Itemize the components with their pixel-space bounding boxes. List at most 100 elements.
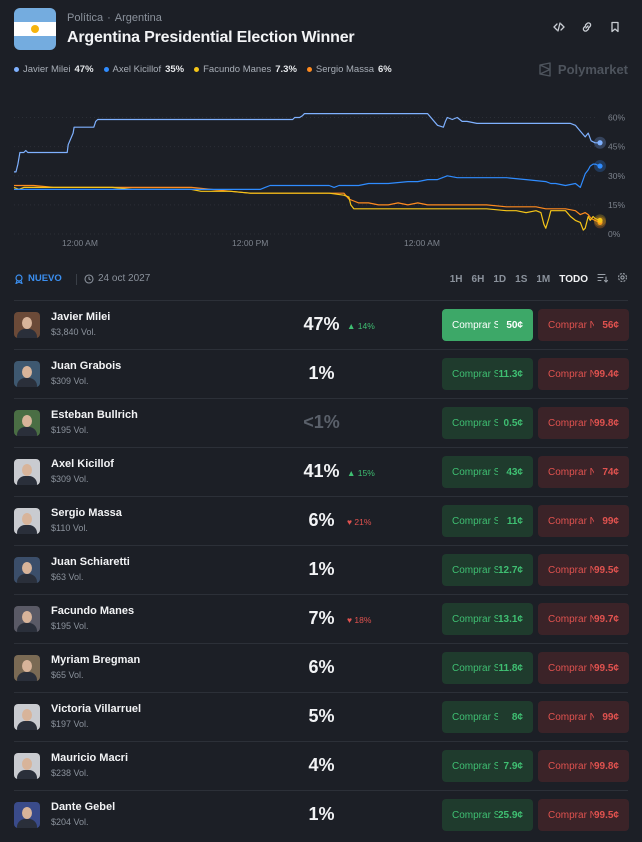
range-1h[interactable]: 1H [449, 273, 463, 285]
buy-yes-button[interactable]: Comprar Sí25.9¢ [442, 799, 533, 831]
y-tick-label: 60% [608, 113, 625, 123]
legend-name: Sergio Massa [315, 64, 374, 75]
buy-no-price: 99.7¢ [593, 613, 619, 625]
candidate-name[interactable]: Dante Gebel [51, 801, 116, 813]
buy-yes-button[interactable]: Comprar Sí 0.5¢ [442, 407, 533, 439]
buy-no-button[interactable]: Comprar No99.8¢ [538, 750, 629, 782]
change-badge: ▲ 14% [347, 321, 375, 331]
volume: $195 Vol. [51, 425, 89, 435]
volume: $195 Vol. [51, 621, 89, 631]
outcome-row-sergio-massa[interactable]: Sergio Massa $110 Vol. 6% ♥ 21% Comprar Sí 11… [14, 496, 629, 545]
buy-no-button[interactable]: Comprar No 99¢ [538, 505, 629, 537]
avatar [14, 704, 40, 730]
buy-yes-button[interactable]: Comprar Sí 8¢ [442, 701, 533, 733]
buy-yes-button[interactable]: Comprar Sí11.8¢ [442, 652, 533, 684]
buy-yes-button[interactable]: Comprar Sí11.3¢ [442, 358, 533, 390]
buy-yes-button[interactable]: Comprar Sí 50¢ [442, 309, 533, 341]
buy-yes-label: Comprar Sí [452, 319, 498, 331]
outcome-row-axel-kicillof[interactable]: Axel Kicillof $309 Vol. 41% ▲ 15% Comprar Sí… [14, 447, 629, 496]
range-todo[interactable]: TODO [559, 273, 588, 285]
range-6h[interactable]: 6H [471, 273, 485, 285]
buy-no-label: Comprar No [548, 319, 594, 331]
range-1d[interactable]: 1D [493, 273, 507, 285]
argentina-flag-icon [14, 8, 56, 50]
legend-pct: 6% [378, 64, 392, 75]
outcome-row-javier-milei[interactable]: Javier Milei $3,840 Vol. 47% ▲ 14% Comprar S… [14, 300, 629, 349]
avatar [14, 606, 40, 632]
outcome-row-victoria-villarruel[interactable]: Victoria Villarruel $197 Vol. 5% Comprar Sí… [14, 692, 629, 741]
buy-no-button[interactable]: Comprar No 99¢ [538, 701, 629, 733]
gear-icon[interactable] [617, 272, 628, 286]
outcome-row-myriam-bregman[interactable]: Myriam Bregman$65 Vol.6%Comprar Sí11.8¢C… [14, 643, 629, 692]
buy-yes-label: Comprar Sí [452, 564, 498, 576]
polymarket-logo: Polymarket [538, 62, 628, 77]
candidate-name[interactable]: Esteban Bullrich [51, 409, 138, 421]
candidate-name[interactable]: Juan Schiaretti [51, 556, 130, 568]
volume: $110 Vol. [51, 523, 88, 533]
avatar [14, 655, 40, 681]
probability: 47% [303, 314, 340, 334]
candidate-name[interactable]: Axel Kicillof [51, 458, 114, 470]
buy-yes-button[interactable]: Comprar Sí 43¢ [442, 456, 533, 488]
outcome-row-facundo-manes[interactable]: Facundo Manes $195 Vol. 7% ♥ 18% Comprar Sí1… [14, 594, 629, 643]
code-icon[interactable] [552, 20, 566, 34]
bookmark-icon[interactable] [608, 20, 622, 34]
avatar [14, 410, 40, 436]
buy-no-button[interactable]: Comprar No 56¢ [538, 309, 629, 341]
buy-yes-price: 43¢ [506, 466, 523, 478]
candidate-name[interactable]: Mauricio Macri [51, 752, 129, 764]
buy-yes-button[interactable]: Comprar Sí12.7¢ [442, 554, 533, 586]
outcome-row-mauricio-macri[interactable]: Mauricio Macri$238 Vol.4%Comprar Sí7.9¢C… [14, 741, 629, 790]
x-tick-label: 12:00 PM [232, 238, 268, 248]
candidate-name[interactable]: Juan Grabois [51, 360, 122, 372]
x-tick-label: 12:00 AM [62, 238, 98, 248]
buy-yes-button[interactable]: Comprar Sí 11¢ [442, 505, 533, 537]
breadcrumb-category[interactable]: Política [67, 12, 104, 24]
buy-yes-button[interactable]: Comprar Sí 7.9¢ [442, 750, 533, 782]
outcome-row-juan-schiaretti[interactable]: Juan Schiaretti $63 Vol. 1% Comprar Sí12.7¢… [14, 545, 629, 594]
buy-no-button[interactable]: Comprar No99.5¢ [538, 799, 629, 831]
buy-no-label: Comprar No [548, 564, 594, 576]
outcome-row-juan-grabois[interactable]: Juan Grabois$309 Vol.1%Comprar Sí11.3¢Co… [14, 349, 629, 398]
new-badge: NUEVO [14, 273, 62, 284]
candidate-name[interactable]: Myriam Bregman [51, 654, 141, 666]
series-endpoint-axel-kicillof [597, 163, 603, 169]
buy-no-button[interactable]: Comprar No99.5¢ [538, 652, 629, 684]
link-icon[interactable] [580, 20, 594, 34]
buy-yes-button[interactable]: Comprar Sí13.1¢ [442, 603, 533, 635]
outcome-row-dante-gebel[interactable]: Dante Gebel$204 Vol.1%Comprar Sí25.9¢Com… [14, 790, 629, 839]
y-tick-label: 45% [608, 142, 625, 152]
series-line-axel-kicillof [14, 163, 601, 191]
buy-no-price: 99¢ [602, 711, 619, 723]
candidate-name[interactable]: Javier Milei [51, 311, 111, 323]
series-line-facundo-manes [13, 186, 601, 231]
legend-pct: 47% [74, 64, 94, 75]
probability: <1% [303, 412, 340, 432]
change-badge: ♥ 21% [347, 517, 372, 527]
buy-no-label: Comprar No [548, 368, 594, 380]
buy-no-label: Comprar No [548, 809, 594, 821]
buy-no-price: 99.5¢ [593, 662, 619, 674]
outcome-row-esteban-bullrich[interactable]: Esteban Bullrich $195 Vol. <1% Comprar Sí 0.… [14, 398, 629, 447]
range-1m[interactable]: 1M [536, 273, 551, 285]
probability: 41% [303, 461, 340, 481]
candidate-name[interactable]: Sergio Massa [51, 507, 122, 519]
range-1s[interactable]: 1S [515, 273, 528, 285]
legend-pct: 7.3% [275, 64, 297, 75]
chart-controls: NUEVO 24 oct 2027 1H 6H 1D 1S 1M TODO [14, 270, 628, 290]
change-badge: ♥ 18% [347, 615, 372, 625]
buy-no-label: Comprar No [548, 417, 594, 429]
volume: $65 Vol. [51, 670, 84, 680]
buy-no-button[interactable]: Comprar No99.8¢ [538, 407, 629, 439]
candidate-name[interactable]: Victoria Villarruel [51, 703, 142, 715]
breadcrumb-subcategory[interactable]: Argentina [114, 12, 162, 24]
price-history-chart[interactable]: 60% 45% 30% 15% 0% 12:00 AM 12:00 PM 12:00 AM [0, 94, 642, 254]
probability: 4% [308, 755, 335, 775]
buy-no-button[interactable]: Comprar No 74¢ [538, 456, 629, 488]
buy-no-button[interactable]: Comprar No99.5¢ [538, 554, 629, 586]
candidate-name[interactable]: Facundo Manes [51, 605, 135, 617]
buy-no-button[interactable]: Comprar No99.7¢ [538, 603, 629, 635]
buy-yes-price: 12.7¢ [497, 564, 523, 576]
filter-icon[interactable] [597, 272, 609, 286]
buy-no-button[interactable]: Comprar No99.4¢ [538, 358, 629, 390]
